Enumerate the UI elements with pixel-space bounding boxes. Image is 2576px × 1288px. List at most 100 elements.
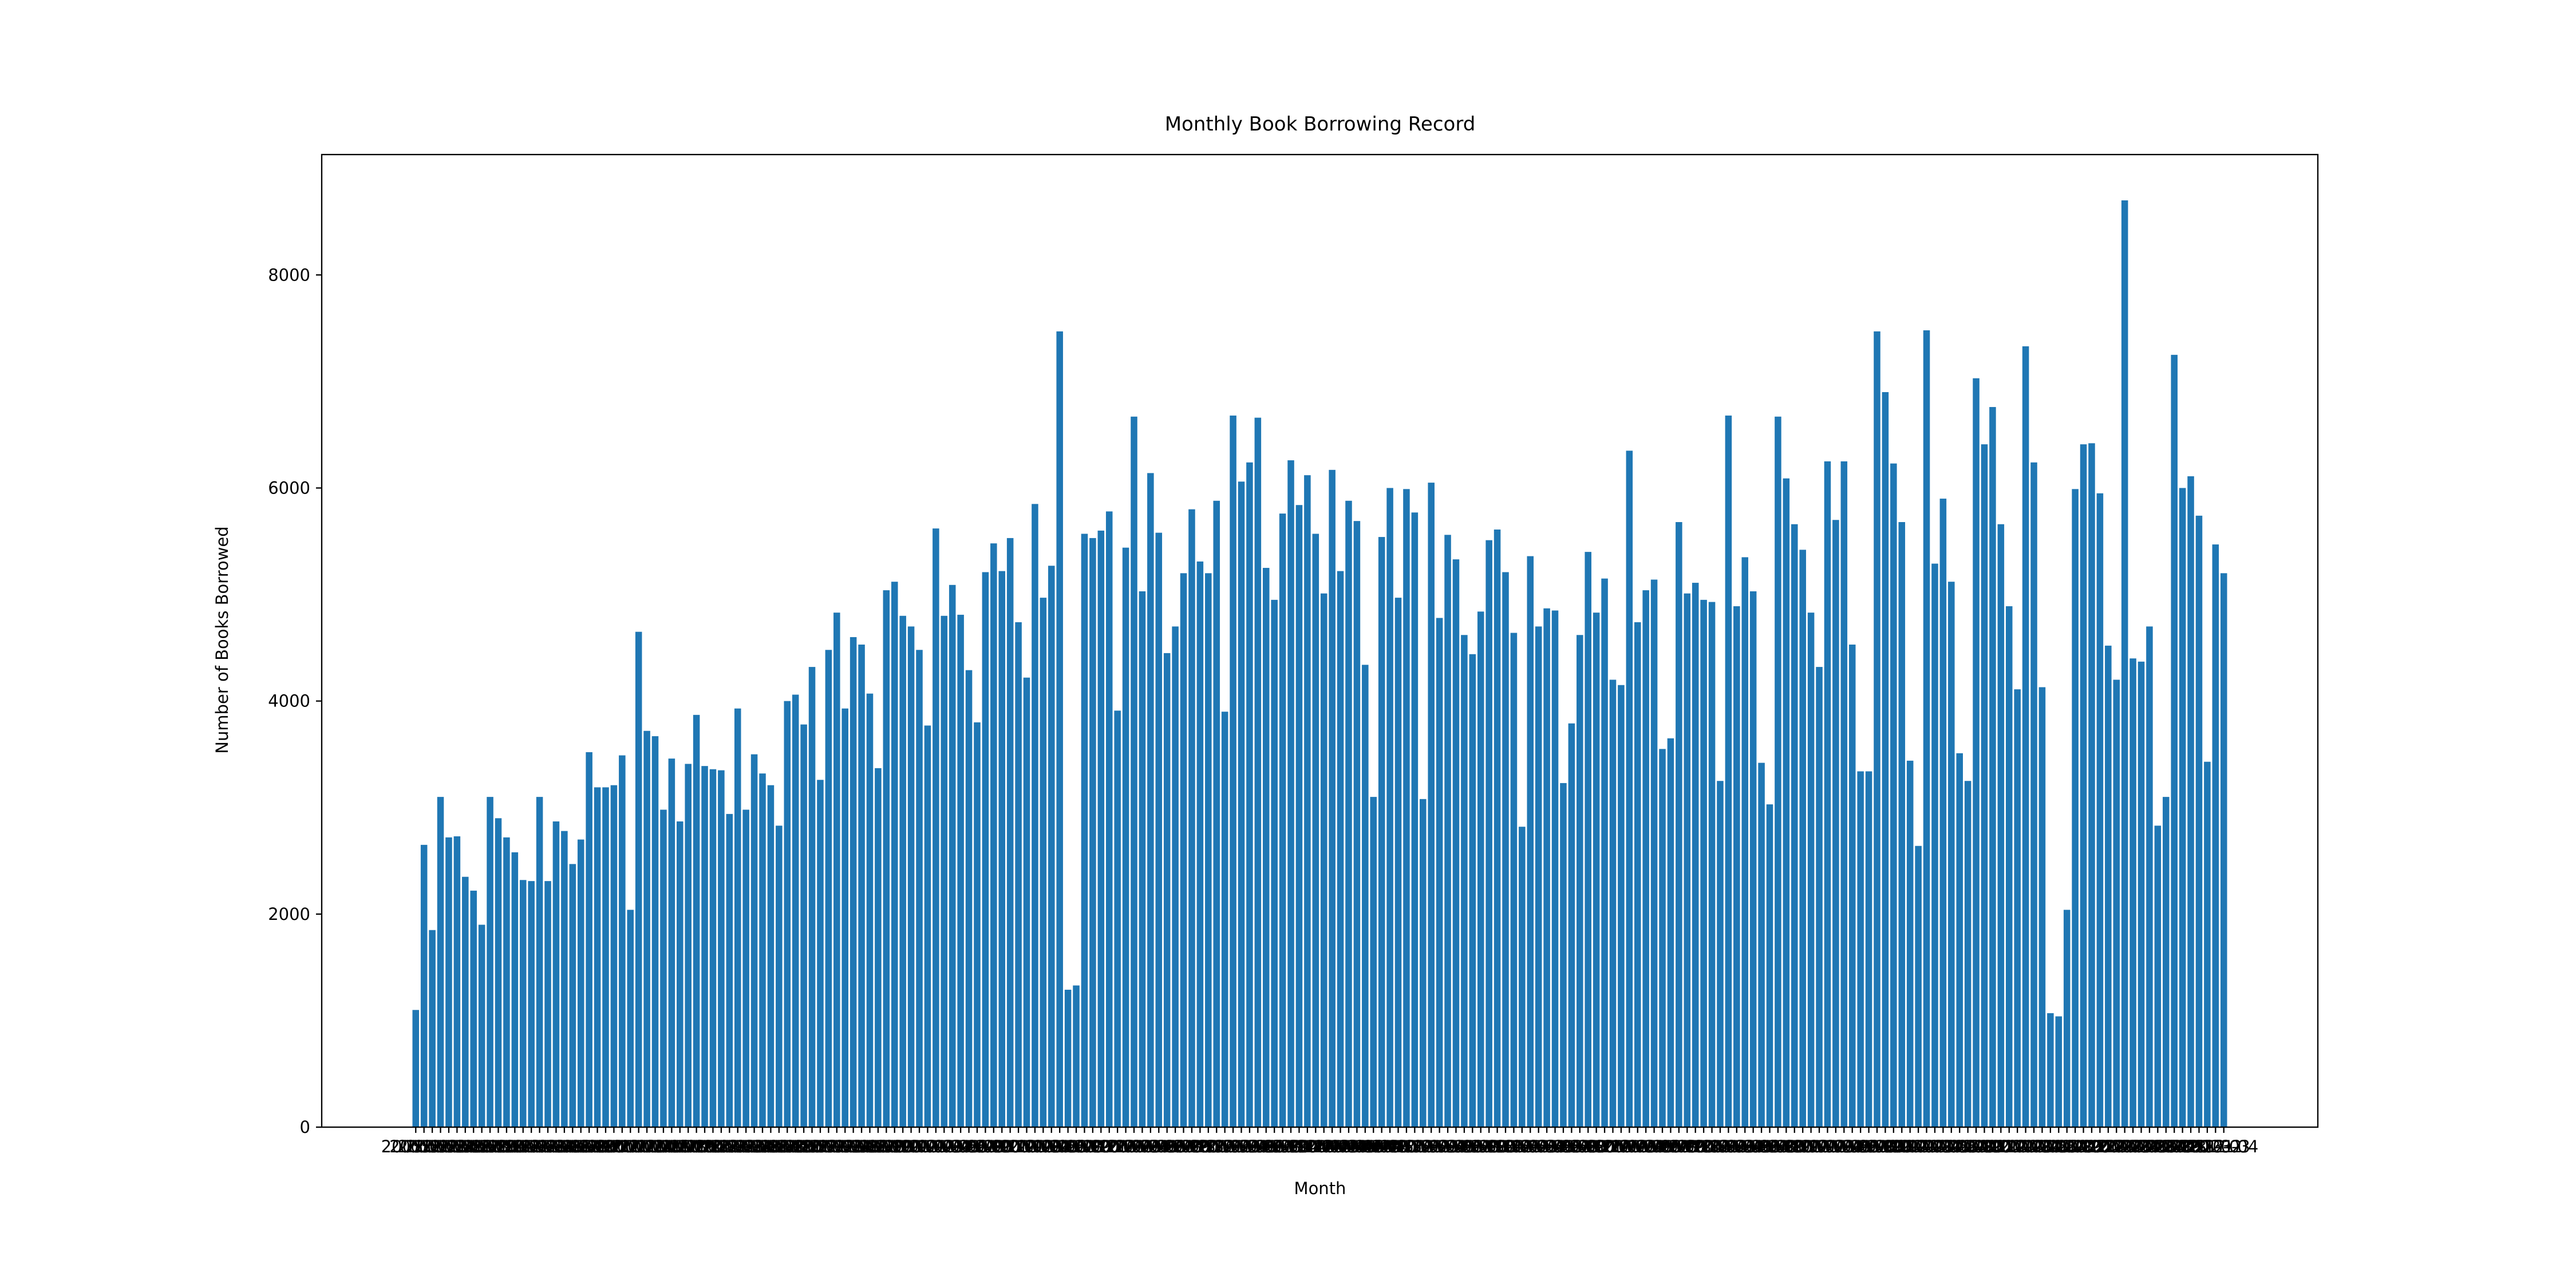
bar	[974, 722, 981, 1127]
bar	[2138, 661, 2145, 1127]
bar	[1527, 556, 1534, 1127]
x-tick-label: 2012-08	[1132, 1137, 1202, 1156]
bar	[445, 837, 452, 1127]
bar	[586, 752, 592, 1127]
bar	[677, 821, 683, 1127]
bar	[470, 890, 477, 1127]
bar	[1420, 799, 1427, 1127]
bar	[2022, 346, 2029, 1127]
x-tick-label: 2013-04	[1198, 1137, 1267, 1156]
x-tick-label: 2017-04	[1595, 1137, 1664, 1156]
bar	[437, 797, 444, 1127]
x-tick-label: 2009-04	[802, 1137, 871, 1156]
x-tick-label: 2020-07	[1917, 1137, 1986, 1156]
bar	[825, 650, 832, 1127]
x-tick-label: 2005-11	[464, 1137, 533, 1156]
bar	[1015, 622, 1022, 1127]
y-tick-label: 0	[300, 1117, 310, 1137]
x-tick-label: 2007-07	[629, 1137, 698, 1156]
bar	[933, 528, 939, 1127]
bar	[883, 590, 890, 1127]
x-tick-label: 2007-04	[604, 1137, 673, 1156]
x-tick-label: 2020-01	[1867, 1137, 1937, 1156]
x-tick-label: 2020-02	[1875, 1137, 1945, 1156]
bar	[2187, 476, 2194, 1127]
x-tick-label: 2022-10	[2140, 1137, 2209, 1156]
x-tick-label: 2010-03	[893, 1137, 962, 1156]
bar	[1766, 804, 1773, 1127]
bar	[1749, 591, 1757, 1127]
bar	[2163, 797, 2170, 1127]
x-tick-label: 2006-02	[488, 1137, 558, 1156]
x-tick-label: 2005-06	[422, 1137, 492, 1156]
x-tick-label: 2019-12	[1859, 1137, 1928, 1156]
bar	[1783, 478, 1790, 1127]
x-tick-label: 2018-10	[1743, 1137, 1812, 1156]
x-tick-label: 2006-03	[497, 1137, 566, 1156]
bar	[1577, 635, 1583, 1127]
x-tick-label: 2021-10	[2041, 1137, 2110, 1156]
x-tick-label: 2005-05	[414, 1137, 483, 1156]
bar	[619, 755, 626, 1127]
x-tick-label: 2017-11	[1653, 1137, 1722, 1156]
x-tick-label: 2017-01	[1570, 1137, 1639, 1156]
x-tick-label: 2014-10	[1347, 1137, 1416, 1156]
bar	[1163, 653, 1171, 1127]
x-tick-label: 2010-09	[942, 1137, 1012, 1156]
x-tick-label: 2008-12	[769, 1137, 839, 1156]
x-tick-label: 2021-11	[2049, 1137, 2118, 1156]
x-tick-label: 2009-02	[785, 1137, 855, 1156]
x-tick-label: 2020-09	[1933, 1137, 2002, 1156]
x-tick-label: 2013-01	[1174, 1137, 1243, 1156]
x-tick-label: 2007-01	[579, 1137, 649, 1156]
bar	[1279, 513, 1286, 1127]
bar	[561, 831, 568, 1127]
x-tick-label: 2006-12	[571, 1137, 640, 1156]
x-tick-label: 2013-08	[1231, 1137, 1301, 1156]
x-tick-label: 2007-05	[613, 1137, 682, 1156]
bar	[1370, 797, 1377, 1127]
x-tick-label: 2006-04	[505, 1137, 574, 1156]
x-tick-label: 2008-11	[761, 1137, 830, 1156]
x-tick-label: 2015-03	[1388, 1137, 1457, 1156]
bar	[907, 626, 915, 1127]
bar	[1840, 461, 1848, 1127]
x-tick-label: 2014-09	[1339, 1137, 1408, 1156]
bar	[1262, 568, 1270, 1127]
x-tick-label: 2005-10	[455, 1137, 524, 1156]
bar	[1246, 462, 1253, 1127]
bar	[1180, 573, 1187, 1127]
bar	[1452, 559, 1460, 1127]
bar	[594, 787, 601, 1127]
x-tick-label: 2015-01	[1372, 1137, 1441, 1156]
x-tick-label: 2011-04	[1000, 1137, 1069, 1156]
bar	[1948, 582, 1955, 1127]
x-tick-label: 2019-03	[1784, 1137, 1854, 1156]
x-axis-label: Month	[1294, 1179, 1346, 1198]
bar	[1659, 749, 1666, 1127]
x-tick-label: 2020-10	[1941, 1137, 2010, 1156]
bar	[808, 667, 816, 1127]
x-tick-label: 2022-07	[2115, 1137, 2184, 1156]
x-tick-label: 2012-04	[1099, 1137, 1168, 1156]
x-tick-label: 2019-09	[1834, 1137, 1903, 1156]
bar	[982, 572, 989, 1127]
bar	[1114, 710, 1121, 1127]
x-tick-label: 2016-07	[1520, 1137, 1590, 1156]
bar	[990, 543, 997, 1127]
bar	[1700, 599, 1707, 1127]
bar	[2047, 1013, 2054, 1127]
bar	[998, 571, 1006, 1127]
bar	[602, 787, 609, 1127]
bar	[2121, 200, 2128, 1128]
x-tick-label: 2016-01	[1471, 1137, 1540, 1156]
bar	[685, 764, 692, 1127]
bar	[1097, 530, 1105, 1128]
bar	[957, 614, 964, 1127]
bar	[1320, 593, 1327, 1127]
x-tick-label: 2011-10	[1050, 1137, 1119, 1156]
bar	[651, 736, 659, 1127]
bar	[1295, 505, 1303, 1127]
bar	[1758, 762, 1765, 1127]
bar	[1791, 524, 1798, 1127]
